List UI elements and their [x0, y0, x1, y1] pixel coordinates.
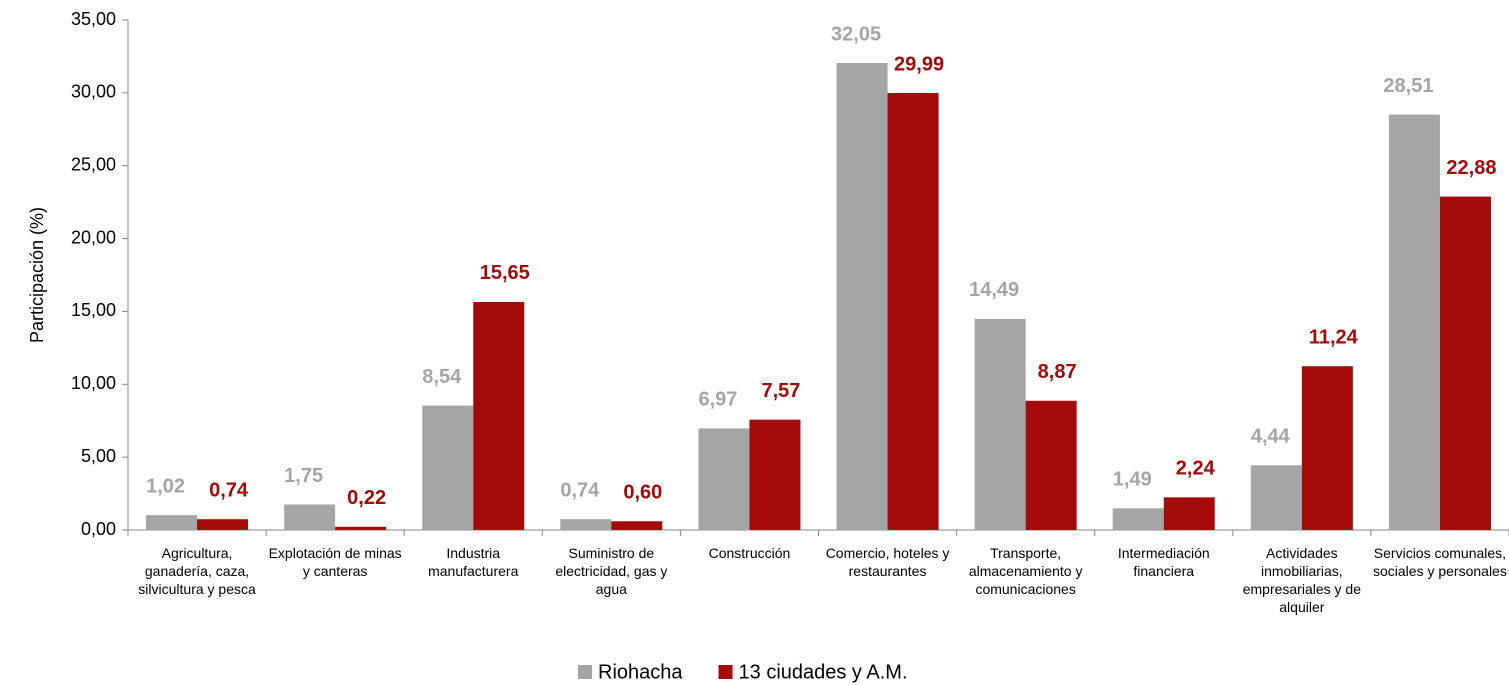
x-tick-label: Agricultura, ganadería, caza, silvicultu… — [138, 545, 256, 597]
x-tick-label: Actividades inmobiliarias, empresariales… — [1242, 545, 1361, 615]
bar — [836, 62, 888, 530]
data-label: 22,88 — [1446, 157, 1496, 179]
bar — [887, 93, 939, 530]
data-label: 32,05 — [831, 23, 881, 45]
bar — [611, 521, 663, 530]
bar — [335, 526, 387, 530]
data-label: 0,74 — [209, 479, 249, 501]
bar — [974, 318, 1026, 530]
bar — [1301, 366, 1353, 530]
y-tick-label: 20,00 — [71, 227, 116, 247]
data-label: 15,65 — [480, 262, 530, 284]
y-tick-label: 35,00 — [71, 9, 116, 29]
bar — [749, 419, 801, 530]
data-label: 28,51 — [1383, 75, 1433, 97]
x-tick-label: Explotación de minas y canteras — [268, 545, 402, 579]
data-label: 1,75 — [284, 465, 323, 487]
x-tick-label: Industria manufacturera — [428, 545, 519, 579]
bar — [197, 519, 249, 530]
x-tick-label: Servicios comunales, sociales y personal… — [1373, 545, 1507, 579]
data-label: 8,87 — [1038, 361, 1077, 383]
data-label: 6,97 — [698, 389, 737, 411]
data-label: 4,44 — [1251, 426, 1291, 448]
x-tick-label: Transporte, almacenamiento y comunicacio… — [968, 545, 1083, 597]
bar — [1112, 508, 1164, 530]
y-tick-label: 0,00 — [81, 519, 116, 539]
y-tick-label: 30,00 — [71, 82, 116, 102]
legend-label: Riohacha — [598, 661, 683, 683]
bar — [473, 301, 525, 530]
bar — [146, 515, 198, 530]
y-tick-label: 15,00 — [71, 300, 116, 320]
x-tick-label: Suministro de electricidad, gas y agua — [555, 545, 668, 597]
x-tick-label: Comercio, hoteles y restaurantes — [825, 545, 950, 579]
y-tick-label: 5,00 — [81, 446, 116, 466]
data-label: 7,57 — [761, 380, 800, 402]
x-tick-label: Intermediación financiera — [1117, 545, 1210, 579]
data-label: 29,99 — [894, 53, 944, 75]
legend-label: 13 ciudades y A.M. — [739, 661, 908, 683]
data-label: 0,74 — [560, 479, 600, 501]
bar — [284, 504, 336, 530]
y-tick-label: 10,00 — [71, 373, 116, 393]
bar — [422, 405, 474, 530]
bar — [1250, 465, 1302, 530]
bar — [1439, 196, 1491, 530]
data-label: 1,02 — [146, 475, 185, 497]
data-label: 1,49 — [1113, 469, 1152, 491]
data-label: 0,22 — [347, 487, 386, 509]
data-label: 14,49 — [969, 279, 1019, 301]
bar — [1025, 400, 1077, 530]
data-label: 8,54 — [422, 366, 462, 388]
legend-swatch — [718, 665, 733, 679]
y-tick-label: 25,00 — [71, 154, 116, 174]
bar — [698, 428, 750, 530]
data-label: 11,24 — [1309, 326, 1359, 348]
data-label: 2,24 — [1176, 458, 1216, 480]
bar — [1388, 114, 1440, 530]
data-label: 0,60 — [623, 482, 662, 504]
x-tick-label: Construcción — [708, 545, 791, 561]
y-axis-title: Participación (%) — [27, 207, 47, 343]
bar — [560, 519, 612, 530]
legend-swatch — [578, 665, 592, 679]
bar — [1163, 497, 1215, 530]
